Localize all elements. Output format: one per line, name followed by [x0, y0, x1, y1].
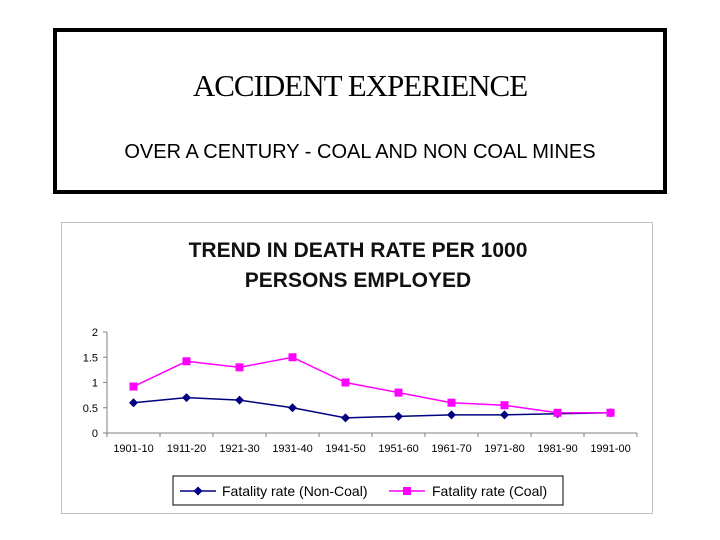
x-tick-label: 1961-70 — [431, 443, 471, 455]
chart-title-line-2: PERSONS EMPLOYED — [245, 269, 471, 292]
data-point-coal — [288, 353, 297, 362]
title-box: ACCIDENT EXPERIENCE OVER A CENTURY - COA… — [53, 28, 667, 194]
x-tick-label: 1981-90 — [537, 443, 577, 455]
x-tick-label: 1941-50 — [325, 443, 365, 455]
data-point-coal — [500, 401, 509, 410]
data-point-non-coal — [341, 413, 350, 423]
data-point-non-coal — [288, 403, 297, 413]
legend-marker-non-coal — [193, 486, 203, 496]
series-line-non-coal — [133, 396, 611, 419]
chart-title-line-1: TREND IN DEATH RATE PER 1000 — [189, 239, 528, 262]
y-tick-label: 1.5 — [83, 352, 98, 364]
legend-label-non-coal: Fatality rate (Non-Coal) — [222, 483, 368, 499]
x-tick-label: 1951-60 — [378, 443, 418, 455]
y-tick-label: 1 — [92, 378, 98, 390]
x-tick-label: 1991-00 — [590, 443, 630, 455]
chart-legend — [172, 475, 564, 506]
data-point-non-coal — [500, 410, 509, 420]
data-point-non-coal — [447, 410, 456, 420]
data-point-coal — [235, 363, 244, 372]
page-title: ACCIDENT EXPERIENCE — [192, 68, 528, 103]
data-point-non-coal — [394, 411, 403, 421]
data-point-coal — [129, 382, 138, 391]
data-point-non-coal — [129, 398, 138, 408]
legend-label-coal: Fatality rate (Coal) — [432, 483, 547, 499]
y-tick-label: 0.5 — [83, 403, 98, 415]
data-point-coal — [606, 408, 615, 417]
data-point-coal — [341, 378, 350, 387]
data-point-coal — [447, 398, 456, 407]
x-tick-label: 1931-40 — [272, 443, 312, 455]
x-tick-label: 1971-80 — [484, 443, 524, 455]
data-point-coal — [182, 357, 191, 366]
page-subtitle: OVER A CENTURY - COAL AND NON COAL MINES — [124, 141, 596, 163]
data-point-non-coal — [182, 393, 191, 403]
series-line-coal — [133, 356, 611, 414]
data-point-coal — [553, 408, 562, 417]
y-tick-label: 2 — [92, 327, 98, 339]
y-tick-label: 0 — [92, 428, 98, 440]
x-tick-label: 1921-30 — [219, 443, 259, 455]
legend-marker-coal — [403, 487, 411, 495]
line-chart: TREND IN DEATH RATE PER 1000 PERSONS EMP… — [83, 239, 638, 506]
data-point-non-coal — [235, 395, 244, 405]
x-tick-label: 1911-20 — [167, 443, 207, 455]
data-point-coal — [394, 388, 403, 397]
x-tick-label: 1901-10 — [113, 443, 153, 455]
chart-frame: TREND IN DEATH RATE PER 1000 PERSONS EMP… — [61, 222, 653, 514]
